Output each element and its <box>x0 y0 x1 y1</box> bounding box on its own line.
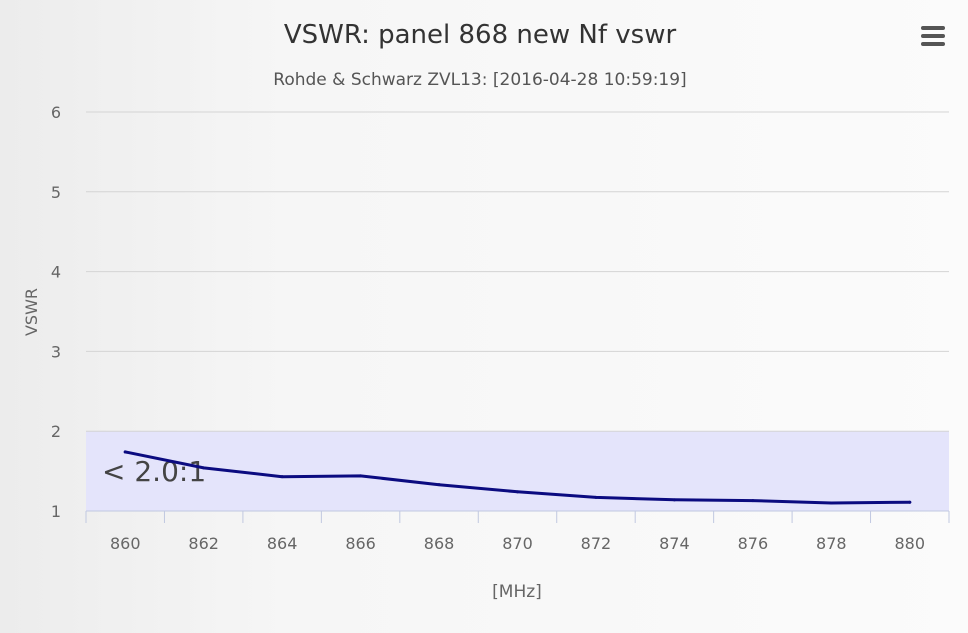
chart-subtitle: Rohde & Schwarz ZVL13: [2016-04-28 10:59… <box>273 70 686 90</box>
x-tick-label: 862 <box>188 534 219 553</box>
data-point <box>202 466 206 470</box>
axis-layer: 1 2 3 4 5 6 860 862 864 866 868 870 872 874 876 878 880 <box>51 103 950 553</box>
hamburger-menu-icon <box>921 26 945 30</box>
x-tick-label: 878 <box>816 534 847 553</box>
data-point <box>437 483 441 487</box>
hamburger-menu-icon <box>921 34 945 38</box>
chart-title: VSWR: panel 868 new Nf vswr <box>284 20 677 50</box>
data-point <box>123 450 127 454</box>
data-point <box>280 475 284 479</box>
x-tick-label: 866 <box>345 534 376 553</box>
y-tick-label: 2 <box>51 422 61 441</box>
x-tick-label: 874 <box>659 534 690 553</box>
data-point <box>359 474 363 478</box>
y-tick-label: 4 <box>51 263 61 282</box>
y-tick-label: 6 <box>51 103 61 122</box>
plot-band-layer: < 2.0:1 <box>86 431 949 511</box>
data-point <box>908 500 912 504</box>
grid-layer <box>86 111 949 512</box>
x-tick-label: 876 <box>738 534 769 553</box>
plot-band-label: < 2.0:1 <box>102 455 206 488</box>
x-tick-label: 868 <box>424 534 455 553</box>
y-tick-label: 1 <box>51 502 61 521</box>
y-tick-label: 5 <box>51 183 61 202</box>
data-point <box>829 501 833 505</box>
x-tick-label: 880 <box>894 534 925 553</box>
data-point <box>751 499 755 503</box>
y-tick-label: 3 <box>51 342 61 361</box>
x-tick-label: 870 <box>502 534 533 553</box>
plot-band <box>86 431 949 511</box>
x-tick-label: 860 <box>110 534 141 553</box>
x-tick-label: 872 <box>581 534 612 553</box>
data-point <box>594 495 598 499</box>
chart-menu-button[interactable] <box>916 22 950 52</box>
x-tick-label: 864 <box>267 534 298 553</box>
data-point <box>672 498 676 502</box>
x-axis-title: [MHz] <box>492 582 542 602</box>
data-point <box>516 490 519 494</box>
hamburger-menu-icon <box>921 42 945 46</box>
series-layer <box>123 450 912 505</box>
y-axis-title: VSWR <box>22 288 41 336</box>
